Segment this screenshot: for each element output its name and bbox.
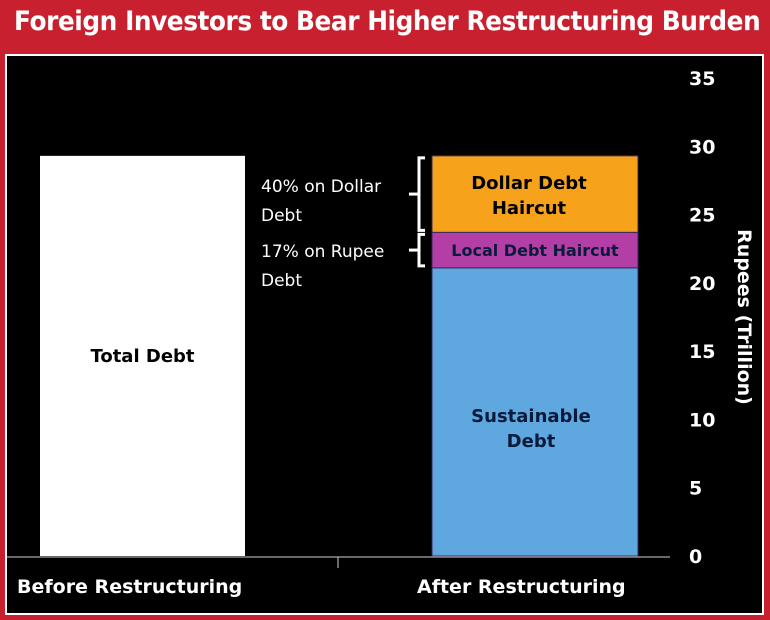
- y-tick-label-5: 5: [689, 478, 702, 500]
- label-dollar-debt-haircut-line-2: Haircut: [492, 198, 567, 219]
- label-sustainable-debt-line-2: Debt: [507, 431, 556, 452]
- chart-svg: Total Debt Sustainable Debt Local Debt Hair…: [7, 68, 755, 598]
- x-tick-label-after: After Restructuring: [417, 576, 626, 598]
- annotation-rupee-line-1: 17% on Rupee: [261, 242, 384, 262]
- y-tick-label-30: 30: [689, 136, 715, 158]
- bar-sustainable-debt: [431, 267, 639, 557]
- bar-total-debt: [40, 155, 245, 556]
- y-tick-label-25: 25: [689, 205, 715, 227]
- y-tick-label-0: 0: [689, 546, 702, 568]
- label-total-debt: Total Debt: [90, 346, 194, 367]
- y-axis-label: Rupees (Trillion): [733, 229, 755, 405]
- x-tick-label-before: Before Restructuring: [17, 576, 242, 598]
- chart-title: Foreign Investors to Bear Higher Restruc…: [14, 6, 761, 37]
- annotation-rupee-line-2: Debt: [261, 271, 302, 291]
- annotation-dollar-line-2: Debt: [261, 206, 302, 226]
- bar-dollar-debt-haircut: [431, 155, 639, 233]
- y-tick-label-10: 10: [689, 409, 715, 431]
- label-dollar-debt-haircut-line-1: Dollar Debt: [471, 173, 587, 194]
- y-tick-label-35: 35: [689, 68, 715, 90]
- label-sustainable-debt-line-1: Sustainable: [471, 406, 591, 427]
- annotation-dollar-line-1: 40% on Dollar: [261, 177, 381, 197]
- bracket-dollar: [417, 156, 425, 232]
- bracket-rupee: [417, 232, 425, 268]
- chart-panel: Total Debt Sustainable Debt Local Debt Hair…: [5, 54, 764, 615]
- y-tick-label-20: 20: [689, 273, 715, 295]
- y-tick-label-15: 15: [689, 341, 715, 363]
- label-local-debt-haircut: Local Debt Haircut: [451, 241, 619, 260]
